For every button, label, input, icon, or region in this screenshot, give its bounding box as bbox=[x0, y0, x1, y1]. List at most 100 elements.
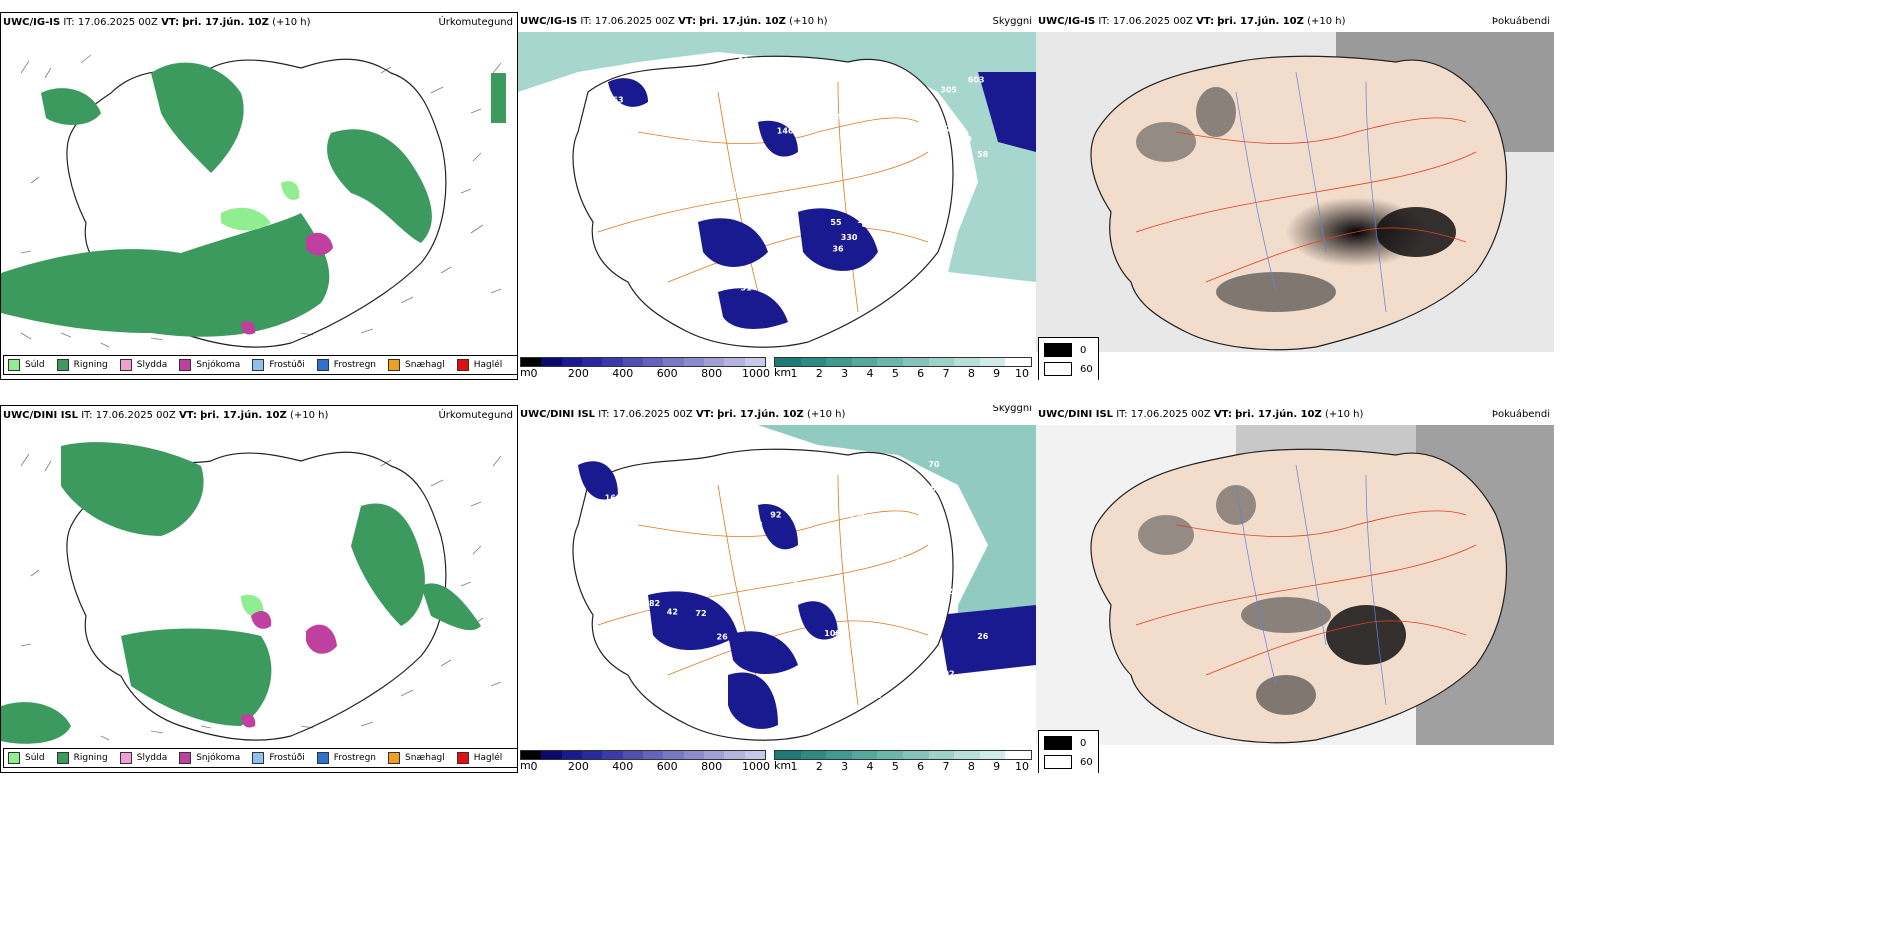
legend-item: Frostúði bbox=[252, 359, 305, 371]
visibility-value-label: 163 bbox=[605, 494, 622, 503]
colorbar-segment bbox=[663, 358, 684, 366]
colorbar-segment bbox=[642, 751, 664, 759]
colorbar-tick: 5 bbox=[891, 760, 899, 773]
fog-map bbox=[1036, 425, 1554, 745]
visibility-value-label: 105 bbox=[792, 158, 809, 167]
legend-label: Frostúði bbox=[269, 360, 305, 370]
panel-parameter: Skyggni bbox=[992, 16, 1032, 27]
iceland-outline bbox=[572, 448, 954, 741]
legend-item: Rigning bbox=[56, 359, 108, 371]
colorbar-segment bbox=[602, 358, 623, 366]
legend-label: Súld bbox=[25, 360, 45, 370]
colorbar-segment bbox=[954, 751, 980, 759]
visibility-value-label: 193 bbox=[840, 504, 857, 513]
visibility-value-label: 89 bbox=[862, 220, 874, 229]
visibility-value-label: 128 bbox=[726, 190, 743, 199]
panel-parameter: Þokuábendi bbox=[1491, 16, 1550, 27]
fog-legend: 0 60 bbox=[1038, 337, 1099, 380]
colorbar-tick: 7 bbox=[942, 760, 950, 773]
visibility-value-label: 102 bbox=[938, 670, 955, 679]
visibility-value-label: 26 bbox=[977, 632, 989, 641]
colorbar-segment bbox=[703, 751, 725, 759]
legend-label: Snæhagl bbox=[405, 753, 445, 763]
visibility-value-label: 42 bbox=[644, 145, 655, 154]
colorbar-segment bbox=[1005, 751, 1031, 759]
visibility-value-label: 47 bbox=[629, 574, 640, 583]
visibility-value-label: 84 bbox=[733, 174, 745, 183]
cloudbase-colorbar: 0 200 400 600 800 1000 m bbox=[520, 750, 770, 773]
visibility-value-label: 95 bbox=[790, 513, 802, 522]
visibility-value-label: 78 bbox=[820, 591, 832, 600]
visibility-value-label: 41 bbox=[664, 99, 676, 108]
cloudbase-unit: m bbox=[520, 366, 531, 379]
visibility-value-label: 42 bbox=[665, 308, 676, 317]
iceland-outline bbox=[66, 451, 447, 741]
visibility-value-label: 72 bbox=[695, 609, 706, 618]
visibility-value-label: 188 bbox=[746, 521, 763, 530]
visibility-value-label: 41 bbox=[591, 565, 603, 574]
visibility-value-label: 743 bbox=[608, 261, 625, 270]
colorbar-tick: 2 bbox=[815, 760, 823, 773]
visibility-value-label: 55 bbox=[830, 218, 842, 227]
legend-item: Slydda bbox=[119, 359, 168, 371]
visibility-value-label: 51 bbox=[741, 284, 753, 293]
colorbar-segment bbox=[928, 358, 955, 366]
panel-parameter: Þokuábendi bbox=[1491, 409, 1550, 420]
visibility-value-label: 93 bbox=[874, 519, 885, 528]
legend-item: Snæhagl bbox=[388, 359, 445, 371]
colorbar-segment bbox=[622, 751, 643, 759]
legend-label: Snæhagl bbox=[405, 360, 445, 370]
colorbar-tick: 200 bbox=[567, 367, 589, 380]
legend-swatch bbox=[179, 752, 192, 764]
precip-map bbox=[1, 54, 506, 348]
legend-item: Snæhagl bbox=[388, 752, 445, 764]
legend-item: Haglél bbox=[456, 752, 502, 764]
legend-swatch bbox=[8, 359, 20, 371]
visibility-value-label: 208 bbox=[822, 283, 839, 292]
colorbar-tick: 2 bbox=[815, 367, 823, 380]
colorbar-tick: 1 bbox=[790, 367, 798, 380]
visibility-value-label: 10 bbox=[855, 69, 867, 78]
colorbar-tick: 9 bbox=[993, 760, 1001, 773]
legend-swatch bbox=[252, 359, 265, 371]
legend-item: Haglél bbox=[456, 359, 502, 371]
iceland-outline bbox=[572, 55, 954, 348]
legend-swatch bbox=[8, 752, 20, 764]
legend-label: Frostregn bbox=[333, 360, 377, 370]
colorbar-tick: 5 bbox=[891, 367, 899, 380]
colorbar-tick: 3 bbox=[841, 760, 849, 773]
colorbar-segment bbox=[775, 751, 801, 759]
visibility-colorbar: 1 2 3 4 5 6 7 8 9 10 km bbox=[774, 750, 1032, 773]
fog-legend-item: 60 bbox=[1044, 755, 1093, 769]
iceland-outline bbox=[1090, 55, 1507, 351]
legend-swatch bbox=[316, 359, 329, 371]
colorbar-segment bbox=[581, 358, 603, 366]
legend-item: Súld bbox=[8, 752, 45, 764]
colorbar-segment bbox=[775, 358, 801, 366]
colorbar-tick: 10 bbox=[1015, 760, 1029, 773]
visibility-value-label: 100 bbox=[606, 159, 623, 168]
legend-item: Snjókoma bbox=[179, 359, 240, 371]
colorbar-segment bbox=[800, 751, 827, 759]
visibility-value-label: 50 bbox=[699, 132, 711, 141]
legend-label: Slydda bbox=[136, 360, 168, 370]
colorbar-tick: 1000 bbox=[742, 760, 770, 773]
visibility-value-label: 41 bbox=[746, 99, 758, 108]
precip-legend: Súld Rigning Slydda Snjókoma Frostúði Frostre… bbox=[3, 748, 517, 768]
legend-item: Frostregn bbox=[316, 359, 377, 371]
legend-swatch bbox=[119, 359, 132, 371]
visibility-value-label: 91 bbox=[894, 555, 906, 564]
panel-title: UWC/DINI ISL IT: 17.06.2025 00Z VT: þri.… bbox=[3, 410, 329, 421]
visibility-value-label: 330 bbox=[841, 233, 858, 242]
visibility-value-label: 42 bbox=[778, 594, 789, 603]
colorbar-segment bbox=[581, 751, 603, 759]
colorbar-tick: 8 bbox=[967, 760, 975, 773]
visibility-value-label: 88 bbox=[645, 681, 657, 690]
visibility-unit: km bbox=[774, 366, 792, 379]
colorbar-tick: 0 bbox=[530, 367, 538, 380]
fog-legend-item: 0 bbox=[1044, 736, 1093, 750]
visibility-value-label: 233 bbox=[738, 57, 755, 66]
legend-item: Rigning bbox=[56, 752, 108, 764]
fog-legend-item: 0 bbox=[1044, 343, 1093, 357]
colorbar-tick: 200 bbox=[567, 760, 589, 773]
